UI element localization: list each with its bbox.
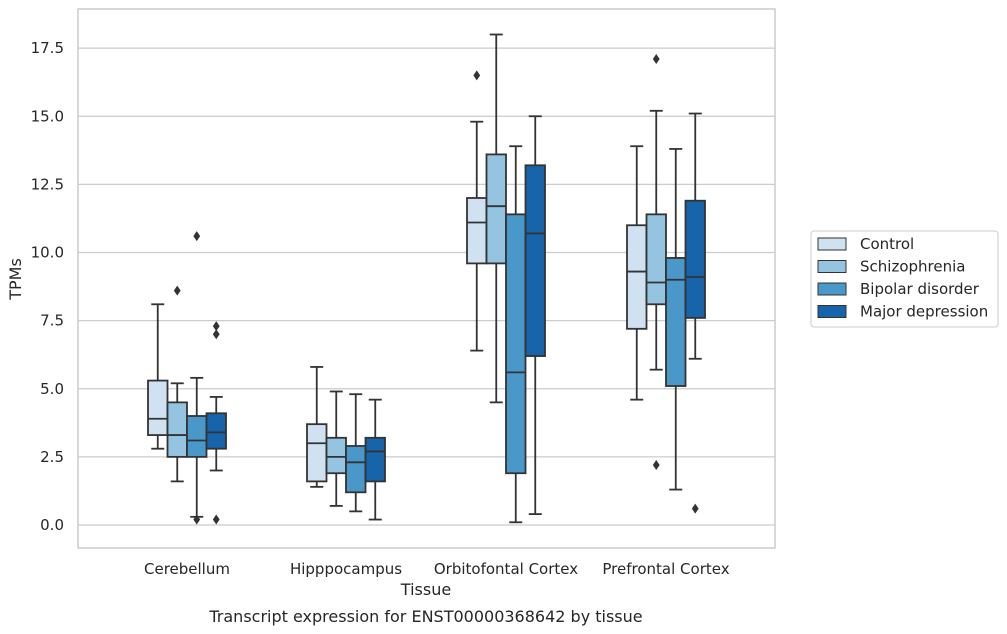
box — [665, 257, 687, 387]
box — [524, 164, 546, 357]
box — [645, 213, 667, 306]
legend: Control Schizophrenia Bipolar disorder Majo… — [810, 230, 999, 328]
outlier-marker — [173, 285, 181, 296]
outlier-marker — [193, 514, 201, 525]
y-tick-label: 15.0 — [31, 107, 64, 125]
box — [166, 401, 188, 458]
legend-frame — [810, 230, 999, 328]
legend-swatch — [817, 282, 847, 296]
outlier-marker — [691, 503, 699, 514]
x-tick-label: Prefrontal Cortex — [602, 560, 729, 578]
outlier-marker — [193, 231, 201, 242]
box-group — [147, 303, 169, 450]
box — [325, 436, 347, 475]
legend-label: Schizophrenia — [860, 258, 965, 276]
box — [147, 379, 169, 436]
box-group — [684, 112, 706, 514]
box-group — [485, 33, 507, 404]
box-group — [345, 393, 367, 513]
box-group — [505, 145, 527, 524]
y-axis-title: TPMs — [6, 258, 25, 301]
outlier-marker — [212, 321, 220, 332]
y-tick-label: 5.0 — [40, 380, 64, 398]
boxes — [147, 33, 706, 525]
outlier-marker — [212, 514, 220, 525]
outlier-marker — [652, 460, 660, 471]
plot-frame — [77, 8, 776, 549]
x-axis-title: Tissue — [400, 580, 451, 599]
outlier-marker — [212, 329, 220, 340]
box — [306, 423, 328, 483]
legend-label: Major depression — [860, 303, 988, 321]
legend-swatch — [817, 237, 847, 251]
box-group — [205, 321, 227, 525]
x-tick-labels: Cerebellum Hipppocampus Orbitofontal Corte… — [144, 560, 730, 578]
legend-swatch — [817, 260, 847, 273]
box-group — [524, 115, 546, 515]
x-tick-label: Hipppocampus — [290, 560, 402, 578]
y-tick-label: 0.0 — [40, 516, 64, 534]
y-tick-label: 7.5 — [40, 312, 64, 330]
x-tick-label: Cerebellum — [144, 560, 230, 578]
y-tick-label: 2.5 — [40, 448, 64, 466]
box — [485, 153, 507, 265]
outlier-marker — [473, 70, 481, 81]
box-group — [364, 398, 386, 521]
y-tick-label: 10.0 — [31, 244, 64, 262]
figure-caption: Transcript expression for ENST0000036864… — [208, 607, 642, 626]
box-group — [466, 70, 488, 352]
box — [684, 199, 706, 319]
box — [364, 436, 386, 483]
x-tick-label: Orbitofontal Cortex — [434, 560, 578, 578]
box — [466, 197, 488, 265]
box — [186, 415, 208, 458]
legend-label: Control — [860, 235, 914, 253]
box-group — [325, 390, 347, 507]
box-group — [306, 366, 328, 488]
box-group — [186, 231, 208, 525]
legend-swatch — [817, 305, 847, 318]
box — [626, 224, 648, 330]
legend-items: Control Schizophrenia Bipolar disorder Majo… — [817, 235, 988, 321]
y-tick-label: 12.5 — [31, 175, 64, 193]
box-group — [166, 285, 188, 483]
y-tick-label: 17.5 — [31, 39, 64, 57]
legend-label: Bipolar disorder — [860, 280, 980, 298]
outlier-marker — [652, 54, 660, 65]
box-group — [665, 148, 687, 491]
box — [345, 445, 367, 494]
box — [505, 213, 527, 475]
y-tick-labels: 0.0 2.5 5.0 7.5 10.0 12.5 15.0 17.5 — [31, 39, 64, 534]
box — [205, 412, 227, 450]
